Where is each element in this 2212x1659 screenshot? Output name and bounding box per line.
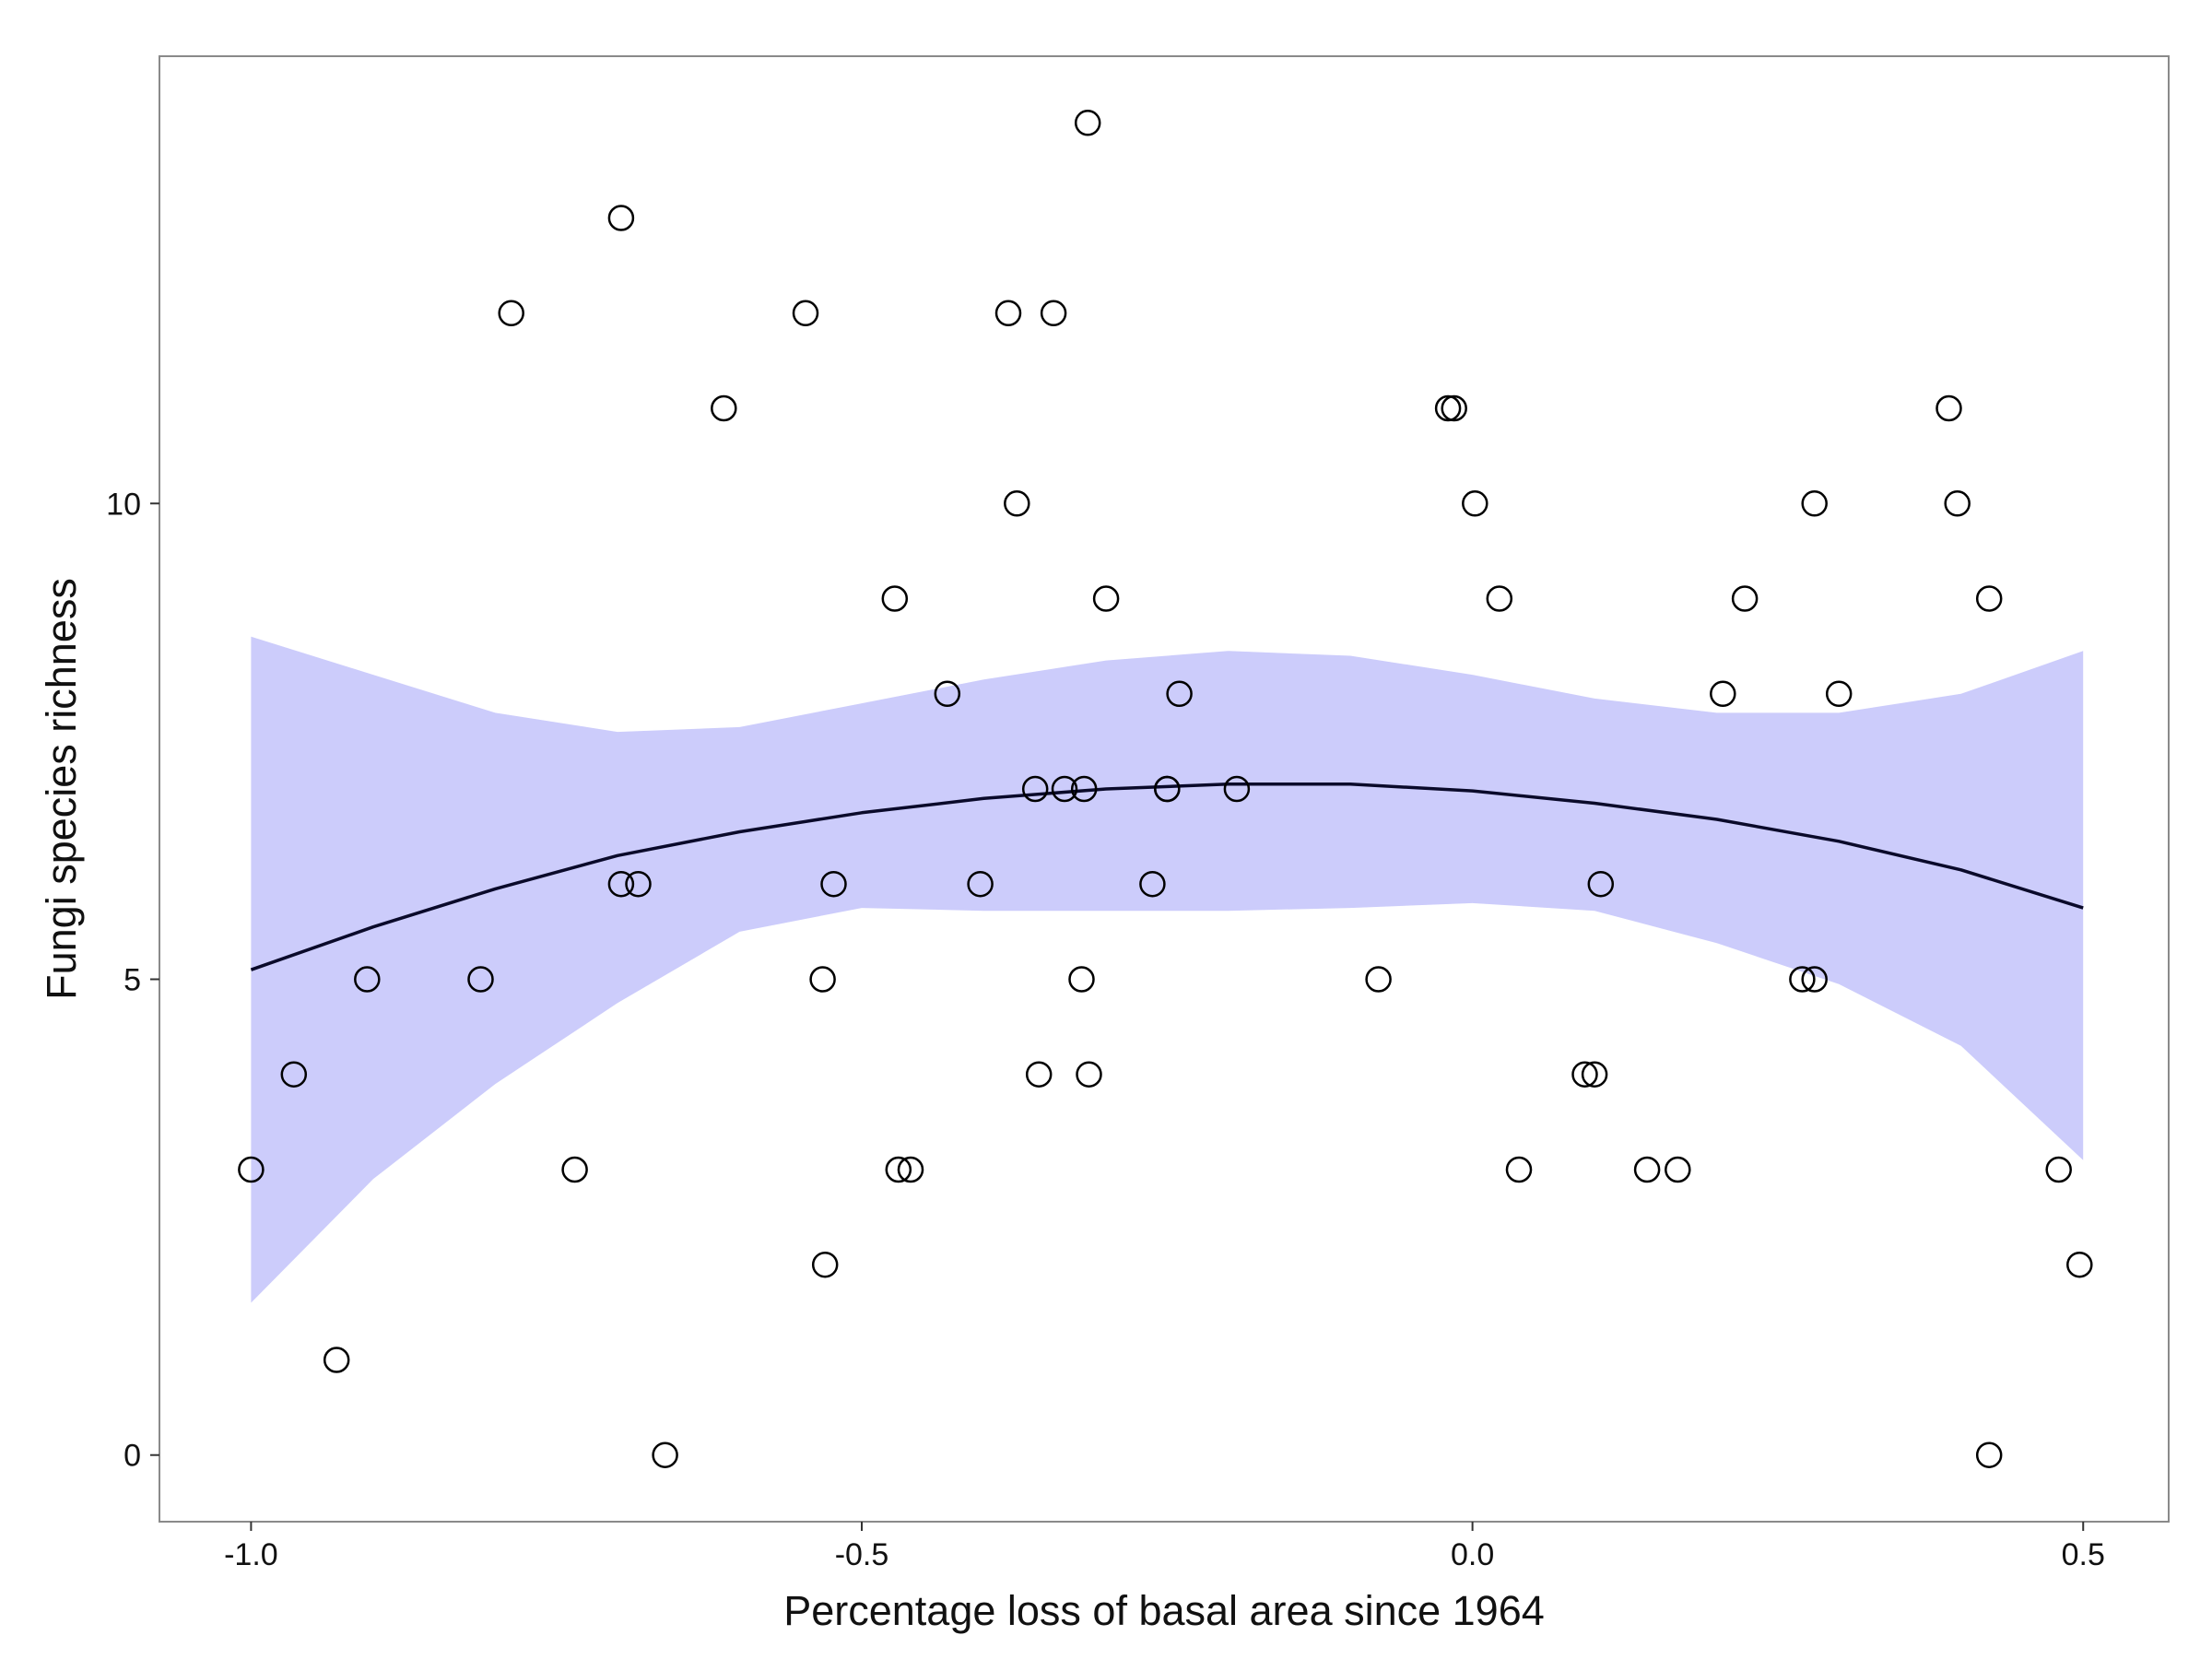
- data-point: [625, 870, 652, 898]
- data-point: [881, 585, 909, 612]
- data-points-layer: [238, 110, 2093, 1468]
- smooth-fit-line: [250, 782, 2084, 971]
- data-point: [1731, 585, 1759, 612]
- data-point: [1665, 1156, 1691, 1183]
- data-point: [1801, 966, 1828, 993]
- data-point: [1975, 1441, 2003, 1468]
- data-point: [607, 205, 635, 231]
- y-axis: 0 5 10: [106, 487, 159, 1474]
- data-point: [934, 680, 961, 708]
- data-point: [1710, 680, 1736, 708]
- data-point: [467, 966, 494, 993]
- data-point: [897, 1156, 924, 1183]
- confidence-band-layer: [251, 636, 2084, 1303]
- data-point: [1021, 775, 1049, 803]
- data-point: [820, 870, 847, 898]
- y-tick-label: 10: [106, 487, 141, 522]
- y-tick-label: 0: [124, 1439, 141, 1474]
- data-point: [498, 300, 524, 327]
- data-point: [1074, 110, 1101, 136]
- x-axis-title: Percentage loss of basal area since 1964: [783, 1587, 1545, 1634]
- confidence-band: [251, 636, 2084, 1303]
- data-point: [1789, 966, 1816, 993]
- data-point: [323, 1347, 350, 1373]
- y-axis-title: Fungi species richness: [38, 578, 85, 1000]
- data-point: [1139, 870, 1166, 898]
- data-point: [1365, 966, 1392, 993]
- data-point: [1025, 1061, 1053, 1088]
- data-point: [885, 1156, 912, 1183]
- data-point: [1223, 775, 1251, 803]
- data-point: [1051, 775, 1078, 803]
- data-point: [1936, 394, 1962, 422]
- data-point: [238, 1156, 265, 1183]
- x-tick-label: 0.0: [1451, 1537, 1494, 1572]
- data-point: [561, 1156, 588, 1183]
- data-point: [711, 394, 737, 422]
- data-point: [354, 966, 381, 993]
- data-point: [967, 870, 994, 898]
- x-tick-label: 0.5: [2062, 1537, 2105, 1572]
- x-tick-label: -0.5: [835, 1537, 889, 1572]
- data-point: [1571, 1061, 1598, 1088]
- x-tick-label: -1.0: [224, 1537, 278, 1572]
- data-point: [792, 300, 819, 327]
- data-point: [1434, 394, 1462, 422]
- data-point: [811, 1251, 839, 1278]
- data-point: [1587, 870, 1615, 898]
- data-point: [1801, 490, 1828, 517]
- data-point: [1154, 775, 1181, 803]
- data-point: [280, 1061, 308, 1088]
- x-axis: -1.0 -0.5 0.0 0.5: [224, 1522, 2105, 1572]
- data-point: [1975, 585, 2003, 612]
- data-point: [1944, 490, 1971, 517]
- data-point: [994, 300, 1022, 327]
- data-point: [1166, 680, 1193, 708]
- data-point: [607, 870, 635, 898]
- plot-frame: [159, 55, 2170, 1523]
- data-point: [1070, 775, 1098, 803]
- data-point: [2045, 1156, 2072, 1183]
- data-point: [1040, 300, 1067, 327]
- data-point: [1581, 1061, 1608, 1088]
- data-point: [1486, 585, 1513, 612]
- data-point: [1068, 966, 1095, 993]
- data-point: [1462, 490, 1488, 517]
- data-point: [809, 966, 836, 993]
- data-point: [1633, 1156, 1661, 1183]
- smooth-line-layer: [250, 782, 2084, 971]
- y-tick-label: 5: [124, 962, 141, 997]
- data-point: [2066, 1251, 2093, 1278]
- data-point: [1505, 1156, 1533, 1183]
- data-point: [1004, 490, 1030, 517]
- data-point: [652, 1441, 678, 1468]
- data-point: [1825, 680, 1853, 708]
- data-point: [1092, 585, 1120, 612]
- data-point: [1441, 394, 1467, 422]
- data-point: [1076, 1061, 1102, 1088]
